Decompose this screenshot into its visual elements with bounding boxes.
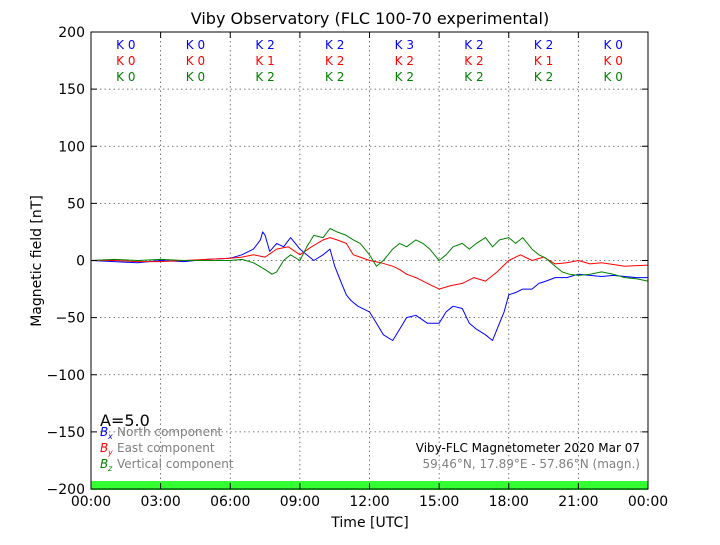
k-index-label: K 2 xyxy=(325,70,344,84)
y-tick-label: −150 xyxy=(47,425,85,441)
k-index-label: K 2 xyxy=(395,54,414,68)
series-line-north-component xyxy=(91,231,648,341)
k-index-label: K 3 xyxy=(395,38,414,52)
legend-symbol: B xyxy=(100,441,108,455)
y-tick-label: −200 xyxy=(47,482,85,498)
k-index-label: K 0 xyxy=(604,54,623,68)
k-index-label: K 0 xyxy=(116,54,135,68)
k-index-label: K 0 xyxy=(186,38,205,52)
k-index-label: K 2 xyxy=(325,54,344,68)
k-index-label: K 0 xyxy=(186,70,205,84)
y-tick-label: 0 xyxy=(76,254,85,270)
x-axis-label: Time [UTC] xyxy=(330,515,408,531)
k-index-label: K 2 xyxy=(464,54,483,68)
k-index-label: K 2 xyxy=(325,38,344,52)
x-tick-label: 09:00 xyxy=(280,494,320,510)
legend-subscript: x xyxy=(107,432,113,441)
k-index-label: K 0 xyxy=(116,70,135,84)
k-index-label: K 1 xyxy=(255,54,274,68)
legend-subscript: y xyxy=(107,448,113,457)
series-line-vertical-component xyxy=(91,228,648,282)
k-index-label: K 1 xyxy=(534,54,553,68)
series-line-east-component xyxy=(91,237,648,290)
y-tick-label: 200 xyxy=(58,25,85,41)
x-tick-label: 03:00 xyxy=(140,494,180,510)
activity-index: A=5.0 xyxy=(100,411,150,430)
legend-symbol: B xyxy=(100,457,108,471)
k-index-label: K 2 xyxy=(464,70,483,84)
legend-label: East component xyxy=(117,441,215,455)
k-index-label: K 0 xyxy=(116,38,135,52)
series-group xyxy=(91,228,648,341)
y-tick-label: −100 xyxy=(47,368,85,384)
y-tick-label: 50 xyxy=(67,196,85,212)
k-index-label: K 0 xyxy=(604,70,623,84)
annotation-line1: Viby-FLC Magnetometer 2020 Mar 07 xyxy=(416,441,640,455)
legend-symbol: B xyxy=(100,425,108,439)
x-tick-label: 18:00 xyxy=(489,494,529,510)
axis-ticks: 00:00 03:00 06:00 09:00 12:00 15:00 18:00 21:00… xyxy=(47,25,669,510)
annotation-line2: 59.46°N, 17.89°E - 57.86°N (magn.) xyxy=(423,457,640,471)
k-index-label: K 2 xyxy=(464,38,483,52)
x-tick-label: 06:00 xyxy=(210,494,250,510)
k-index-label: K 2 xyxy=(255,70,274,84)
legend-label: North component xyxy=(117,425,223,439)
k-index-label: K 2 xyxy=(395,70,414,84)
y-tick-label: −50 xyxy=(55,311,85,327)
k-index-label: K 0 xyxy=(186,54,205,68)
x-tick-label: 00:00 xyxy=(71,494,111,510)
x-tick-label: 12:00 xyxy=(349,494,389,510)
chart-title: Viby Observatory (FLC 100-70 experimenta… xyxy=(191,9,550,28)
grid xyxy=(91,32,648,489)
legend-label: Vertical component xyxy=(117,457,234,471)
y-tick-label: 100 xyxy=(58,139,85,155)
k-index-label: K 2 xyxy=(255,38,274,52)
y-tick-label: 150 xyxy=(58,82,85,98)
k-index-table: K 0 K 0 K 2 K 2 K 3 K 2 K 2 K 0 K 0 K 0 K 1 K 2 K 2 K… xyxy=(116,38,623,84)
x-tick-label: 21:00 xyxy=(558,494,598,510)
k-index-label: K 2 xyxy=(534,38,553,52)
y-axis-label: Magnetic field [nT] xyxy=(29,195,45,327)
legend-subscript: z xyxy=(107,464,113,473)
k-index-label: K 2 xyxy=(534,70,553,84)
x-tick-label: 00:00 xyxy=(628,494,668,510)
k-index-label: K 0 xyxy=(604,38,623,52)
x-tick-label: 15:00 xyxy=(419,494,459,510)
